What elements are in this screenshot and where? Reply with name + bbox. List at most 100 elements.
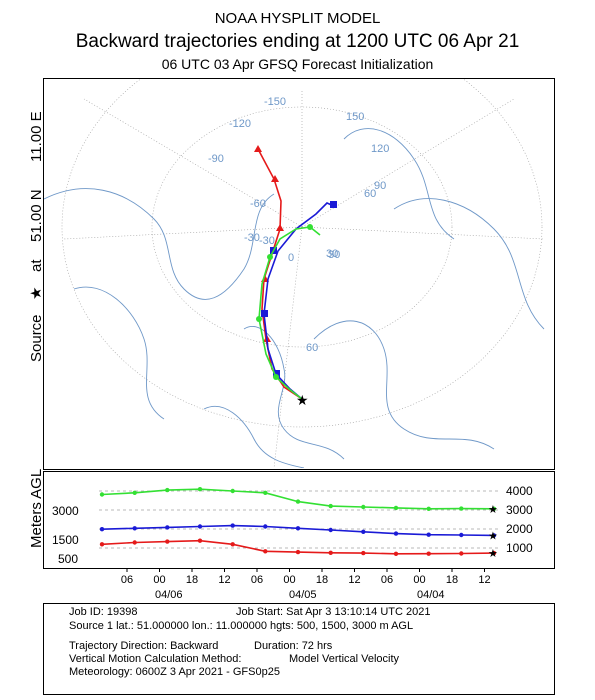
hour-tick-label: 06 — [121, 574, 133, 586]
vertical-gridlines — [99, 490, 499, 549]
vertical-source-star-icon: ★ — [488, 530, 498, 542]
hour-tick-label: 12 — [478, 574, 490, 586]
trajectory-low-marker — [276, 224, 284, 231]
vertical-series-point — [459, 506, 464, 511]
vertical-series-point — [295, 499, 301, 504]
date-label: 04/05 — [289, 589, 317, 601]
source-info: Source 1 lat.: 51.000000 lon.: 11.000000… — [69, 620, 414, 632]
trajectory-mid-marker — [273, 370, 280, 377]
vertical-series-point — [459, 551, 464, 556]
trajectory-low-marker — [254, 145, 262, 152]
trajectory-mid-marker — [330, 201, 337, 208]
vertical-series-point — [165, 525, 170, 530]
vertical-series-line — [101, 488, 495, 510]
trajectory-high-marker — [256, 316, 262, 322]
trajectory-mid-marker — [261, 310, 268, 317]
vertical-series-point — [295, 549, 301, 555]
vertical-source-star-icon: ★ — [488, 504, 498, 516]
trajectory-high — [256, 224, 321, 400]
duration: Duration: 72 hrs — [254, 640, 333, 652]
lon-label: 0 — [288, 252, 294, 264]
lon-label: 150 — [346, 111, 364, 123]
vertical-left-label: 500 — [58, 552, 78, 566]
vertical-series-point — [361, 529, 366, 534]
chart-subtitle: Backward trajectories ending at 1200 UTC… — [75, 31, 520, 52]
trajectory-high-marker — [267, 254, 273, 260]
vertical-model: Model Vertical Velocity — [289, 653, 400, 665]
vertical-right-label: 2000 — [506, 522, 533, 536]
map-svg: -150 150 -120 120 -90 90 -60 60 -30 30 0… — [43, 26, 545, 469]
vertical-series-point — [99, 527, 105, 532]
trajectory-direction: Trajectory Direction: Backward — [69, 640, 219, 652]
job-id: Job ID: 19398 — [69, 606, 138, 618]
vertical-series-point — [393, 551, 399, 556]
vertical-series-point — [426, 506, 431, 511]
lon-label: -150 — [264, 96, 286, 108]
vertical-profile-svg: 3000 1500 500 4000 3000 2000 1000 ★ ★ ★ — [52, 484, 533, 566]
hour-tick-label: 00 — [283, 574, 295, 586]
vertical-method: Vertical Motion Calculation Method: — [69, 653, 242, 665]
vertical-series-point — [426, 551, 431, 556]
date-label: 04/04 — [417, 589, 445, 601]
vertical-series-point — [393, 531, 399, 536]
vertical-left-label: 1500 — [52, 533, 79, 547]
vertical-series-point — [393, 505, 399, 511]
vertical-series-point — [99, 542, 105, 547]
vertical-series-point — [197, 524, 203, 529]
vertical-left-label: 3000 — [52, 504, 79, 518]
lon-label: 60 — [306, 342, 318, 354]
vertical-series-point — [230, 523, 235, 528]
vertical-series-point — [263, 524, 268, 529]
lon-label: -60 — [250, 198, 266, 210]
vertical-right-label: 3000 — [506, 503, 533, 517]
job-info-box: Job ID: 19398 Job Start: Sat Apr 3 13:10… — [43, 603, 555, 695]
time-axis: 06 00 18 12 06 00 18 12 06 00 18 12 04/06 04/05 04/… — [43, 569, 555, 603]
hour-tick-label: 18 — [446, 574, 458, 586]
trajectory-low-marker — [271, 175, 279, 182]
vertical-series-point — [361, 504, 366, 510]
vertical-right-label: 1000 — [506, 541, 533, 555]
vertical-series-point — [328, 550, 333, 555]
meteorology: Meteorology: 0600Z 3 Apr 2021 - GFS0p25 — [69, 666, 280, 678]
vertical-series: ★ ★ ★ — [99, 487, 498, 560]
trajectory-low — [254, 145, 303, 400]
vertical-series-point — [197, 487, 203, 492]
vertical-series-point — [426, 532, 431, 537]
vertical-series-point — [491, 506, 497, 511]
vertical-series-point — [295, 526, 301, 531]
lon-label: 120 — [371, 143, 389, 155]
vertical-series-point — [99, 492, 105, 497]
vertical-series-point — [263, 490, 268, 495]
hour-tick-label: 06 — [251, 574, 263, 586]
vertical-series-point — [132, 540, 137, 545]
vertical-series-point — [459, 532, 464, 538]
lon-label: -30 — [259, 235, 275, 247]
vertical-series-point — [230, 542, 235, 547]
hour-ticks: 06 00 18 12 06 00 18 12 06 00 18 12 — [121, 569, 491, 586]
hour-tick-label: 00 — [153, 574, 165, 586]
vertical-series-point — [132, 526, 137, 531]
date-labels: 04/06 04/05 04/04 — [155, 589, 445, 601]
vertical-series-point — [361, 550, 366, 556]
trajectory-map: -150 150 -120 120 -90 90 -60 60 -30 30 0… — [43, 26, 555, 470]
vertical-series-point — [328, 527, 333, 533]
hour-tick-label: 12 — [348, 574, 360, 586]
trajectory-high-marker — [273, 374, 279, 380]
lon-label: 30 — [328, 249, 340, 261]
vertical-series-point — [491, 550, 497, 556]
hour-tick-label: 06 — [381, 574, 393, 586]
source-star-icon: ★ — [296, 392, 309, 408]
vertical-series-point — [197, 538, 203, 543]
lon-label: 90 — [374, 180, 386, 192]
vertical-left-labels: 3000 1500 500 — [52, 504, 79, 566]
hour-tick-label: 18 — [186, 574, 198, 586]
vertical-profile-panel: 3000 1500 500 4000 3000 2000 1000 ★ ★ ★ — [43, 471, 555, 569]
vertical-series-point — [230, 488, 235, 494]
vertical-series-point — [328, 503, 333, 509]
chart-title: NOAA HYSPLIT MODEL — [214, 10, 381, 27]
date-label: 04/06 — [155, 589, 183, 601]
hour-tick-label: 12 — [218, 574, 230, 586]
vertical-series-point — [263, 549, 268, 554]
vertical-series-point — [165, 487, 170, 493]
vertical-series-point — [132, 490, 137, 495]
